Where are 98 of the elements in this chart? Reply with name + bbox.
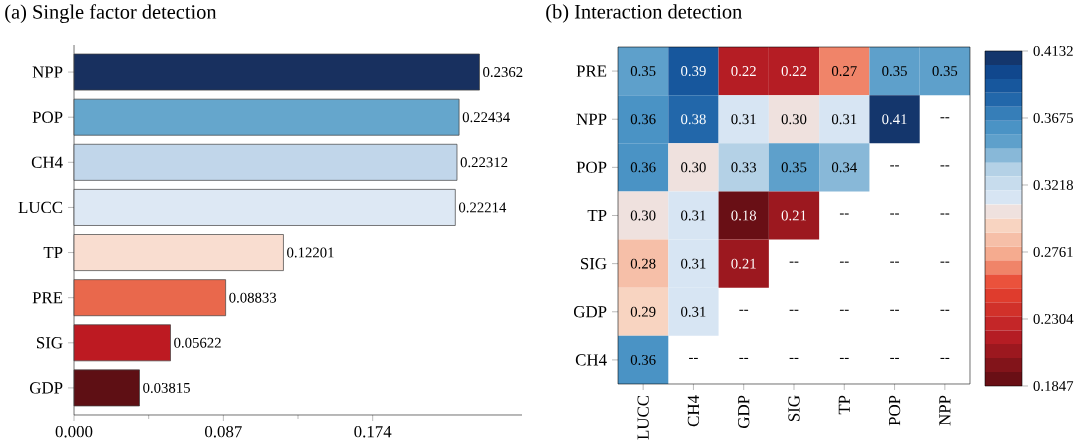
color-bar-label: 0.2304 [1033, 313, 1074, 324]
data-label: 0.08833 [229, 292, 277, 303]
data-label: 0.41 [882, 114, 907, 125]
data-label: 0.21 [781, 210, 807, 221]
color-bar-label: 0.3675 [1033, 112, 1073, 123]
data-label: 0.03815 [143, 382, 190, 393]
data-label: 0.31 [681, 306, 706, 317]
data-label: 0.33 [731, 162, 757, 173]
text: -- [940, 165, 950, 167]
bar [73, 279, 226, 317]
text: -- [940, 117, 950, 119]
data-label: 0.36 [630, 162, 656, 173]
data-label: 0.30 [681, 162, 706, 173]
data-label: 0.05622 [174, 337, 221, 348]
text: -- [789, 261, 799, 263]
text: -- [689, 357, 698, 359]
chart-title: (b) Interaction detection [546, 4, 742, 23]
x-tick-label: 0.087 [205, 425, 242, 438]
y-tick-label: PRE [576, 65, 607, 77]
data-label: 0.31 [731, 114, 756, 125]
text: -- [890, 261, 899, 263]
text: -- [839, 261, 849, 263]
data-label: 0.35 [781, 162, 807, 173]
text: -- [940, 261, 950, 263]
data-label: 0.38 [681, 114, 706, 125]
data-label: 0.35 [630, 66, 656, 77]
data-label: 0.28 [630, 258, 656, 269]
data-label: 0.36 [630, 114, 656, 125]
y-tick-label: GDP [29, 382, 63, 394]
color-bar-label: 0.4132 [1033, 45, 1073, 56]
chart-title: (a) Single factor detection [5, 4, 217, 24]
x-tick-label: POP [888, 395, 901, 426]
text: -- [789, 309, 799, 311]
y-tick-label: CH4 [31, 156, 63, 168]
data-label: 0.12201 [287, 247, 334, 258]
x-tick-label: TP [838, 395, 850, 415]
x-tick-label: CH4 [687, 395, 700, 427]
bar [73, 143, 458, 181]
text: -- [940, 213, 950, 215]
bar [73, 189, 456, 226]
text: -- [890, 309, 899, 311]
y-tick-label: CH4 [575, 354, 607, 366]
text: -- [890, 213, 899, 215]
x-tick-label: LUCC [637, 395, 649, 440]
x-tick-label: GDP [738, 395, 750, 429]
data-label: 0.27 [831, 66, 857, 77]
data-label: 0.36 [630, 354, 656, 365]
y-tick-label: GDP [573, 306, 607, 318]
color-bar-label: 0.3218 [1033, 179, 1073, 190]
data-label: 0.18 [731, 210, 757, 221]
y-tick-label: PRE [32, 292, 63, 304]
text: -- [839, 309, 849, 311]
data-label: 0.31 [681, 210, 706, 221]
text: -- [739, 309, 749, 311]
text: -- [839, 357, 849, 359]
data-label: 0.22312 [460, 157, 508, 168]
y-tick-label: POP [576, 161, 607, 174]
text: -- [940, 357, 950, 359]
data-label: 0.22 [731, 66, 756, 77]
data-label: 0.22434 [462, 112, 510, 123]
bar [73, 98, 460, 136]
y-tick-label: LUCC [18, 201, 63, 214]
data-label: 0.30 [630, 210, 656, 221]
data-label: 0.31 [831, 114, 857, 125]
y-tick-label: POP [32, 111, 63, 123]
text: -- [890, 165, 899, 167]
x-tick-label: 0.174 [354, 425, 392, 438]
bar [73, 324, 171, 362]
text: -- [739, 357, 749, 359]
data-label: 0.39 [681, 66, 706, 77]
color-bar-label: 0.2761 [1033, 246, 1073, 257]
y-tick-label: NPP [32, 66, 63, 78]
data-label: 0.35 [882, 66, 907, 77]
text: -- [890, 357, 899, 359]
text: -- [839, 213, 849, 215]
data-label: 0.22214 [458, 202, 507, 213]
data-label: 0.31 [681, 258, 706, 269]
data-label: 0.22 [781, 66, 807, 77]
text: -- [940, 309, 950, 311]
text: -- [789, 357, 799, 359]
y-tick-label: TP [43, 247, 63, 259]
y-tick-label: SIG [580, 257, 607, 270]
x-tick-label: 0.000 [55, 425, 93, 438]
data-label: 0.35 [932, 66, 958, 77]
data-label: 0.30 [781, 114, 807, 125]
x-tick-label: NPP [939, 395, 951, 426]
data-label: 0.21 [731, 258, 756, 269]
bar [73, 53, 480, 91]
y-tick-label: TP [587, 209, 607, 222]
y-tick-label: NPP [576, 113, 607, 125]
data-label: 0.2362 [483, 67, 523, 78]
data-label: 0.29 [630, 306, 656, 317]
data-label: 0.34 [831, 162, 857, 173]
bar [73, 369, 140, 407]
bar [73, 234, 284, 271]
x-tick-label: SIG [788, 395, 800, 422]
color-bar-label: 0.1847 [1033, 380, 1074, 391]
y-tick-label: SIG [36, 337, 63, 349]
